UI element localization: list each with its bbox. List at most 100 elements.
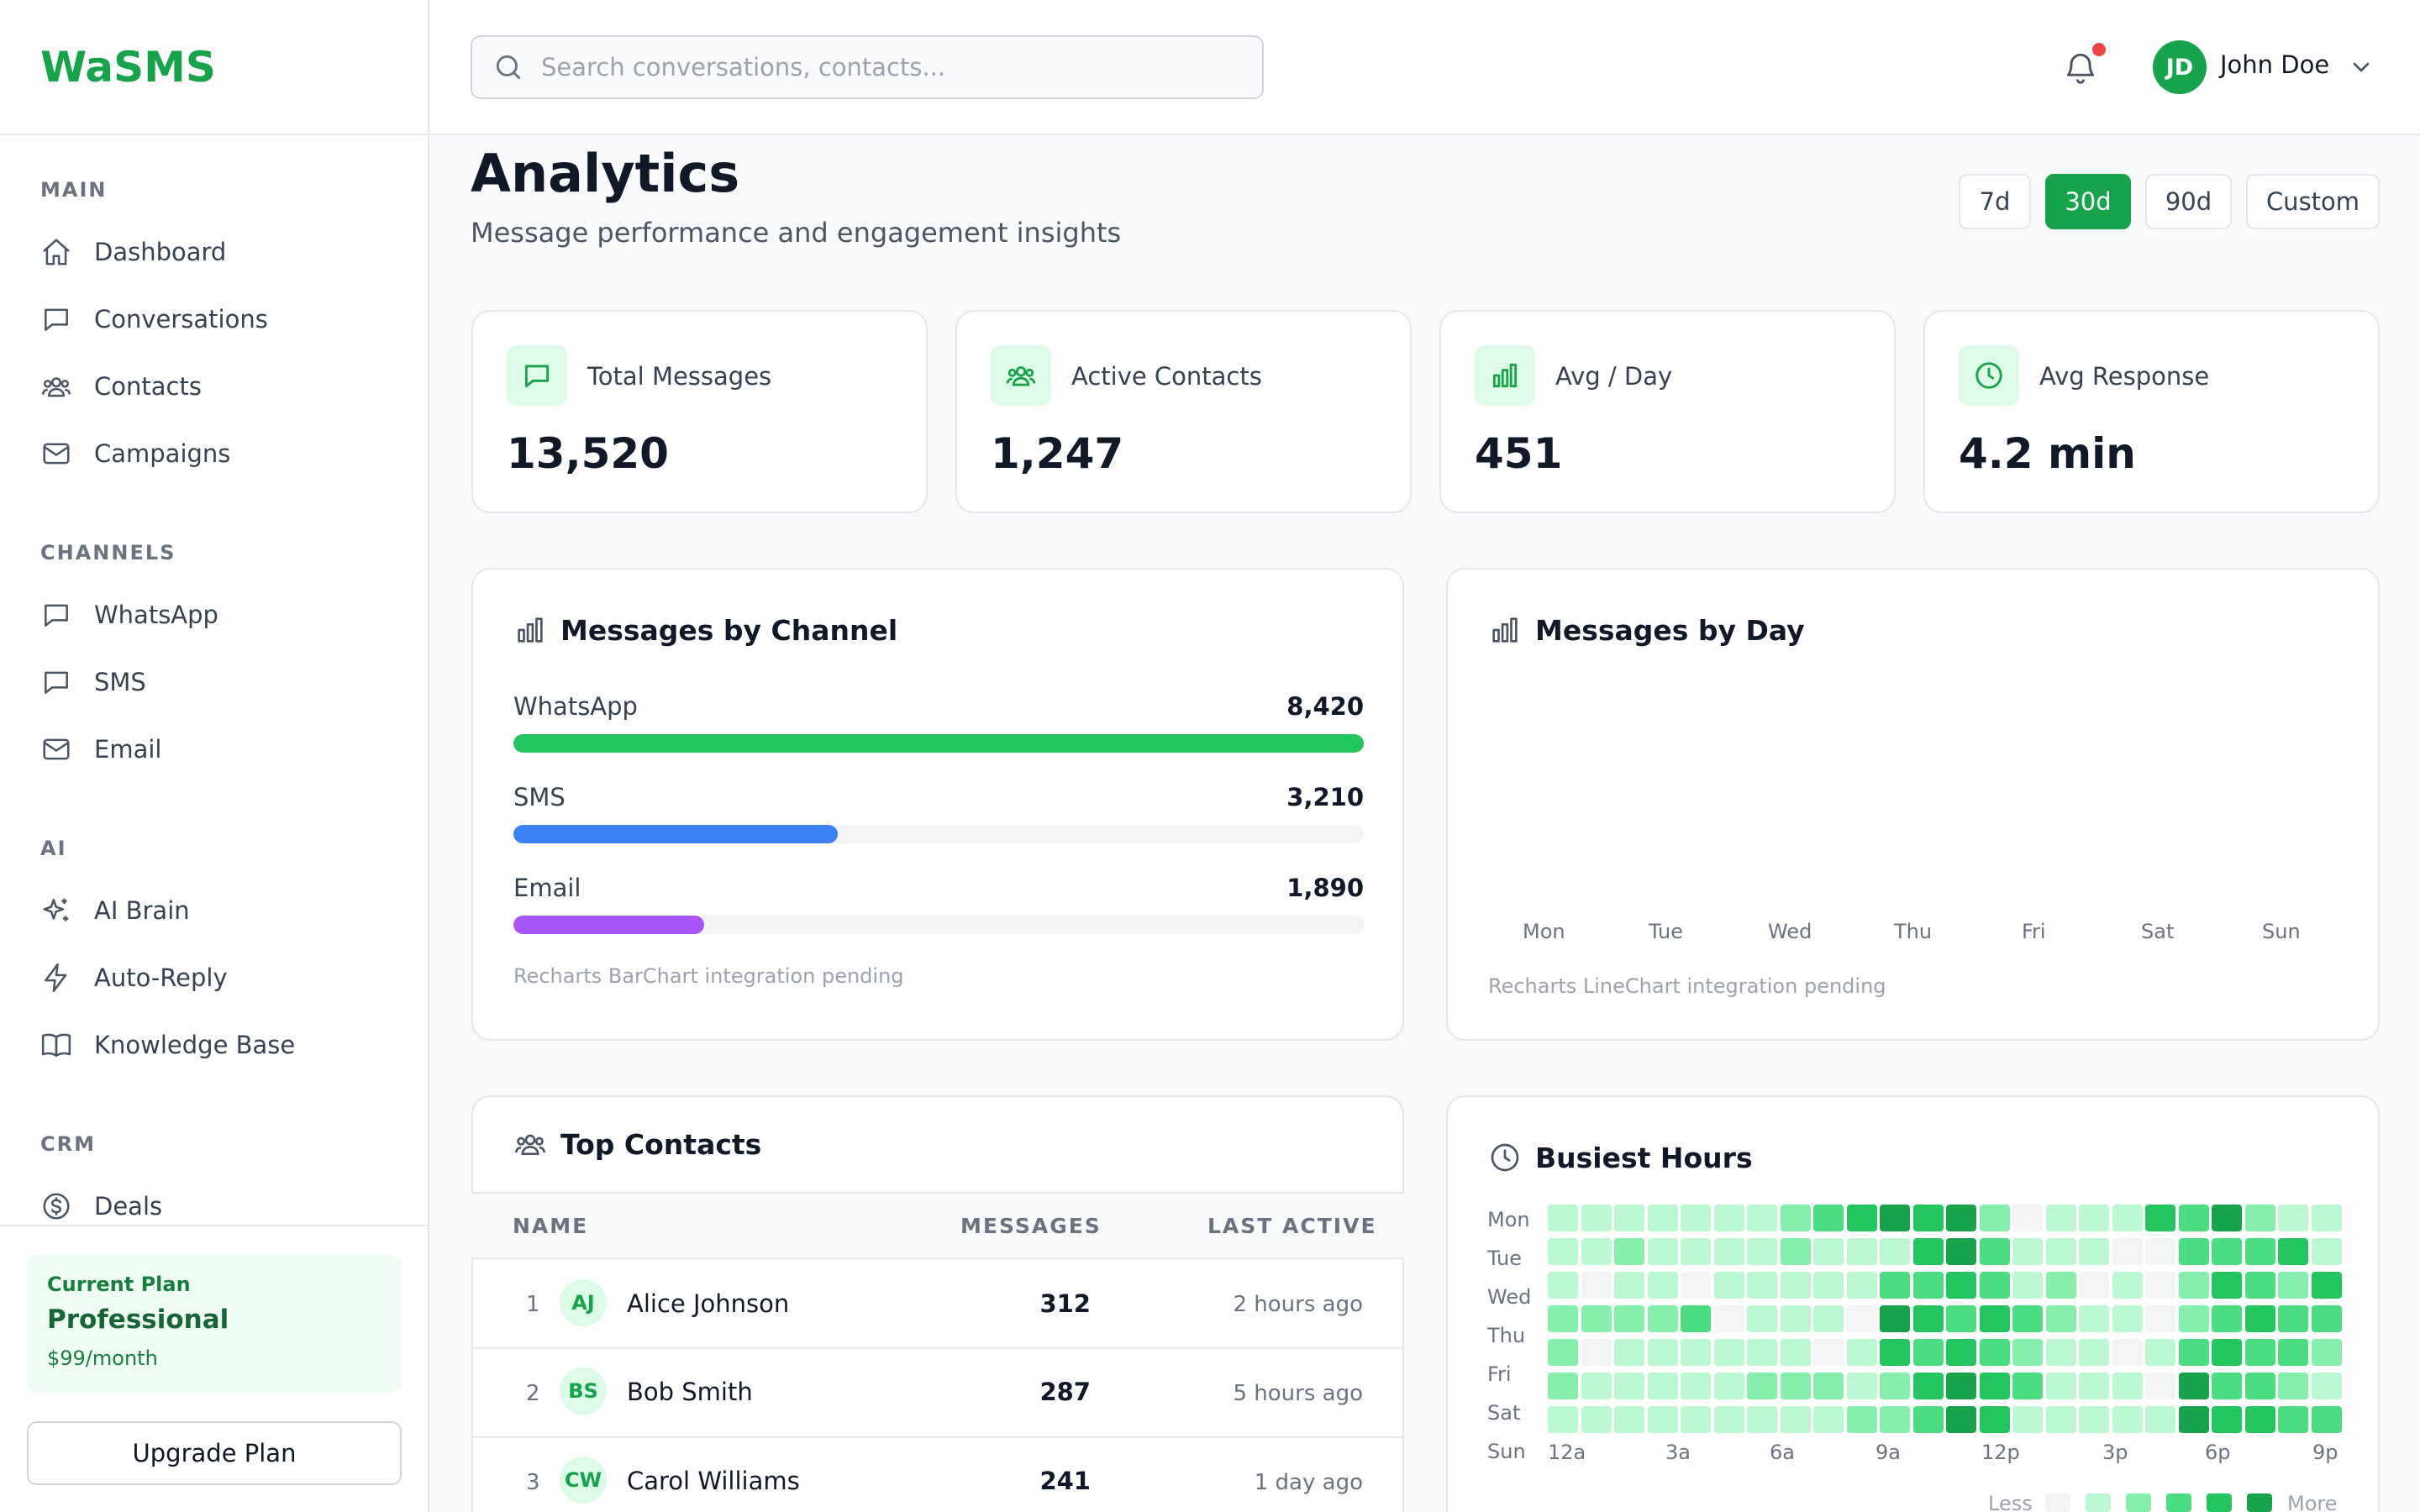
mail-icon: [43, 443, 70, 465]
contact-name[interactable]: Carol Williams: [627, 1467, 800, 1495]
day-label: Thu: [1894, 920, 1933, 943]
bolt-icon: [45, 963, 67, 993]
nav-item-auto-reply[interactable]: Auto-Reply: [40, 953, 393, 1003]
heatmap-cell: [1614, 1205, 1644, 1231]
heatmap-cell: [1780, 1305, 1811, 1332]
heatmap-hour-label: 12p: [1981, 1441, 2020, 1464]
bell-icon[interactable]: [2062, 49, 2099, 86]
heatmap-cell: [1880, 1238, 1910, 1265]
clock-icon: [1975, 362, 2002, 389]
column-header-messages[interactable]: MESSAGES: [960, 1214, 1102, 1238]
nav-label: WhatsApp: [94, 601, 218, 629]
contact-messages: 287: [1039, 1378, 1091, 1406]
heatmap-cell: [1713, 1406, 1744, 1433]
heatmap-cell: [1912, 1406, 1944, 1433]
heatmap-cell: [1747, 1373, 1777, 1399]
heatmap-cell: [1713, 1305, 1744, 1332]
channel-bar-fill: [513, 734, 1364, 753]
range-7d-button[interactable]: 7d: [1959, 174, 2031, 229]
heatmap-cell: [2278, 1238, 2308, 1265]
contact-rank: 2: [526, 1381, 540, 1406]
stat-value: 451: [1475, 429, 1563, 478]
heatmap-day-label: Wed: [1487, 1285, 1532, 1309]
stat-card-active-contacts: Active Contacts 1,247: [955, 310, 1412, 513]
user-name[interactable]: John Doe: [2220, 50, 2330, 79]
users-icon: [1006, 366, 1036, 386]
range-30d-button[interactable]: 30d: [2045, 174, 2131, 229]
nav-item-sms[interactable]: SMS: [40, 657, 393, 707]
heatmap-cell: [2212, 1406, 2242, 1433]
nav-item-knowledge-base[interactable]: Knowledge Base: [40, 1020, 393, 1070]
contact-name[interactable]: Alice Johnson: [627, 1289, 790, 1318]
nav-item-whatsapp[interactable]: WhatsApp: [40, 590, 393, 640]
heatmap-cell: [1979, 1406, 2010, 1433]
heatmap-cell: [1912, 1238, 1944, 1265]
nav-section-channels: CHANNELS: [40, 541, 176, 564]
channel-bar-track: [513, 825, 1364, 843]
panel-title-text: Messages by Day: [1535, 613, 1805, 647]
column-header-name[interactable]: NAME: [513, 1214, 589, 1238]
heatmap-cell: [2244, 1373, 2275, 1399]
heatmap-cell: [1846, 1205, 1877, 1231]
heatmap-cell: [2178, 1205, 2209, 1231]
heatmap-cell: [1747, 1406, 1777, 1433]
messages-by-channel-panel: Messages by Channel WhatsApp 8,420 SMS 3…: [471, 568, 1404, 1041]
heatmap-cell: [2045, 1305, 2076, 1332]
channel-bar-track: [513, 916, 1364, 934]
nav-item-dashboard[interactable]: Dashboard: [40, 227, 393, 277]
row-divider: [471, 1436, 1404, 1438]
nav-item-contacts[interactable]: Contacts: [40, 361, 393, 412]
heatmap-cell: [1946, 1373, 1976, 1399]
user-avatar[interactable]: JD: [2153, 40, 2207, 94]
bar-chart-icon: [1492, 363, 1518, 388]
heatmap-day-label: Fri: [1487, 1362, 1512, 1386]
column-header-last-active[interactable]: LAST ACTIVE: [1207, 1214, 1377, 1238]
heatmap-cell: [1912, 1272, 1944, 1299]
search-icon: [496, 55, 521, 80]
heatmap-day-label: Sat: [1487, 1401, 1521, 1425]
heatmap-cell: [2012, 1205, 2043, 1231]
stat-label: Avg / Day: [1555, 362, 1673, 391]
nav-item-campaigns[interactable]: Campaigns: [40, 428, 393, 479]
contact-last-active: 1 day ago: [1254, 1470, 1363, 1495]
heatmap-cell: [1548, 1238, 1578, 1265]
nav-item-ai-brain[interactable]: AI Brain: [40, 885, 393, 936]
heatmap-cell: [2311, 1238, 2342, 1265]
heatmap-cell: [1946, 1238, 1976, 1265]
app-logo[interactable]: WaSMS: [0, 0, 428, 135]
search-box[interactable]: [471, 35, 1264, 99]
heatmap-cell: [2079, 1406, 2109, 1433]
nav-item-email[interactable]: Email: [40, 724, 393, 774]
nav-section-crm: CRM: [40, 1132, 96, 1156]
nav-item-deals[interactable]: Deals: [40, 1181, 393, 1231]
legend-swatch: [2207, 1494, 2232, 1512]
contact-avatar: AJ: [560, 1279, 607, 1326]
plan-kicker: Current Plan: [47, 1273, 191, 1296]
heatmap-cell: [1946, 1339, 1976, 1366]
heatmap-cell: [2012, 1272, 2043, 1299]
heatmap-cell: [1713, 1205, 1744, 1231]
channel-row-email: Email 1,890: [513, 874, 1364, 934]
nav-item-conversations[interactable]: Conversations: [40, 294, 393, 344]
contact-name[interactable]: Bob Smith: [627, 1378, 753, 1406]
channel-row-sms: SMS 3,210: [513, 783, 1364, 843]
heatmap-cell: [2178, 1238, 2209, 1265]
heatmap-cell: [1713, 1373, 1744, 1399]
heatmap-hour-label: 6a: [1770, 1441, 1795, 1464]
channel-label: SMS: [513, 783, 566, 811]
range-custom-button[interactable]: Custom: [2246, 174, 2380, 229]
upgrade-plan-button[interactable]: Upgrade Plan: [27, 1421, 402, 1485]
day-label: Mon: [1523, 920, 1565, 943]
contact-last-active: 5 hours ago: [1233, 1381, 1363, 1406]
stat-icon-wrap: [1959, 345, 2019, 406]
heatmap-cell: [1979, 1205, 2010, 1231]
contact-messages: 312: [1039, 1289, 1091, 1318]
search-input[interactable]: [541, 53, 1230, 81]
heatmap-cell: [2112, 1205, 2143, 1231]
nav-label: Auto-Reply: [94, 963, 228, 992]
channel-row-whatsapp: WhatsApp 8,420: [513, 692, 1364, 753]
chevron-down-icon[interactable]: [2348, 54, 2375, 81]
heatmap-cell: [2178, 1406, 2209, 1433]
heatmap-cell: [1846, 1305, 1877, 1332]
range-90d-button[interactable]: 90d: [2145, 174, 2232, 229]
